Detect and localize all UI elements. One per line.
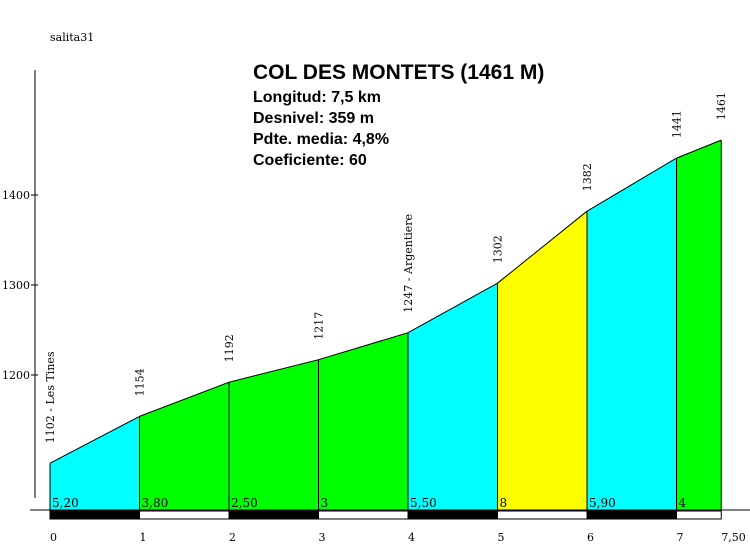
x-tick-label: 7,50: [721, 531, 746, 544]
profile-line: [407, 282, 498, 334]
profile-segments: [50, 140, 722, 510]
km-bar-cell: [407, 510, 498, 520]
km-bar-cell: [49, 510, 140, 520]
profile-line: [139, 381, 230, 417]
coeficiente-label: Coeficiente: 60: [253, 152, 367, 169]
profile-segment: [229, 359, 319, 510]
point-label: 1192: [223, 334, 236, 362]
climb-title: COL DES MONTETS (1461 M): [253, 61, 544, 84]
profile-segment: [676, 140, 722, 510]
gradient-label: 5,90: [589, 496, 616, 510]
km-bar-cell: [318, 510, 409, 520]
profile-segment: [318, 332, 408, 510]
profile-line: [586, 157, 677, 212]
profile-segment: [408, 283, 498, 510]
y-tick-label: 1300: [2, 279, 30, 292]
gradient-label: 4: [679, 496, 687, 510]
km-bar-cell: [139, 510, 230, 520]
gradient-label: 3,80: [142, 496, 169, 510]
y-tick-label: 1200: [2, 369, 30, 382]
desnivel-label: Desnivel: 359 m: [253, 110, 374, 127]
point-label: 1102 - Les Tines: [44, 351, 57, 443]
x-tick-label: 6: [587, 531, 594, 544]
km-bar-cell: [676, 510, 722, 520]
profile-line: [49, 415, 140, 464]
x-tick-label: 1: [140, 531, 147, 544]
point-label: 1302: [492, 235, 505, 263]
profile-line: [318, 332, 409, 361]
point-label: 1461: [715, 92, 728, 120]
pendiente-label: Pdte. media: 4,8%: [253, 131, 389, 148]
info-box: COL DES MONTETS (1461 M) Longitud: 7,5 k…: [253, 61, 544, 169]
point-label: 1441: [671, 110, 684, 138]
point-label: 1217: [313, 312, 326, 340]
x-tick-label: 3: [319, 531, 326, 544]
y-tick-label: 1400: [2, 189, 30, 202]
profile-segment: [139, 382, 229, 510]
km-bar-cell: [586, 510, 677, 520]
x-tick-label: 0: [50, 531, 57, 544]
longitud-label: Longitud: 7,5 km: [253, 89, 381, 106]
y-axis-ticks: 1200 1300 1400: [2, 189, 38, 382]
salita-id: salita31: [50, 31, 94, 44]
point-label: 1382: [581, 163, 594, 191]
point-labels: 1102 - Les Tines 1154 1192 1217 1247 - Argen…: [44, 92, 728, 443]
gradient-label: 2,50: [231, 496, 258, 510]
profile-line: [497, 210, 588, 284]
x-tick-label: 7: [677, 531, 684, 544]
gradient-label: 3: [321, 496, 329, 510]
km-bar-cell: [228, 510, 319, 520]
profile-segment: [50, 416, 140, 510]
x-tick-label: 4: [408, 531, 415, 544]
gradient-label: 8: [500, 496, 508, 510]
segment-dividers: [49, 139, 722, 510]
point-label: 1247 - Argentiere: [402, 214, 415, 313]
x-axis-ticks: 0 1 2 3 4 5 6 7 7,50: [50, 531, 746, 544]
profile-segment: [497, 211, 587, 510]
point-label: 1154: [134, 368, 147, 396]
gradient-label: 5,20: [52, 496, 79, 510]
profile-line: [228, 359, 319, 383]
km-bar-cell: [497, 510, 588, 520]
x-tick-label: 5: [498, 531, 505, 544]
profile-line: [676, 139, 722, 159]
gradient-label: 5,50: [410, 496, 437, 510]
x-tick-label: 2: [229, 531, 236, 544]
gradient-labels: 5,20 3,80 2,50 3 5,50 8 5,90 4: [52, 496, 687, 510]
profile-segment: [587, 158, 677, 510]
km-bar: [49, 510, 722, 520]
